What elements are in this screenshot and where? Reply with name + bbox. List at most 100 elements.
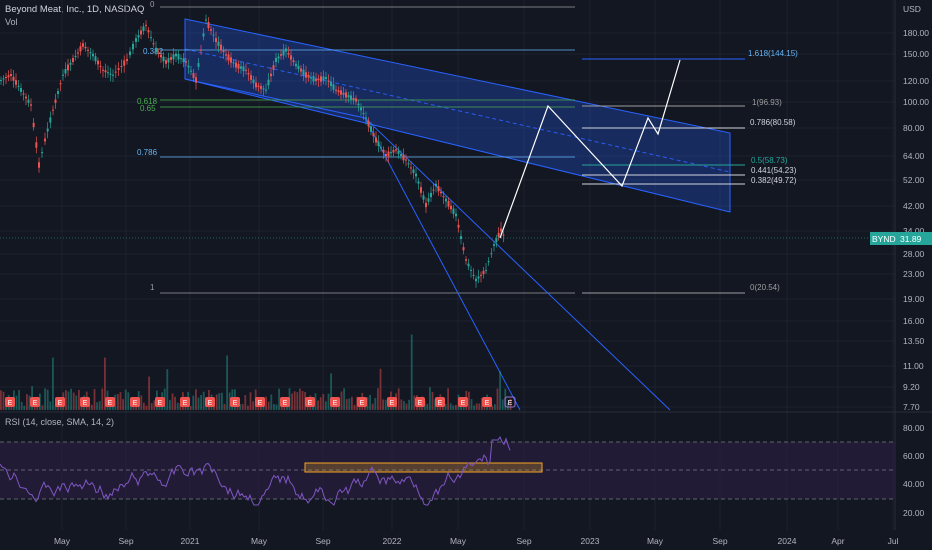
candle-body (345, 92, 347, 98)
candle-body (25, 96, 27, 99)
earnings-marker[interactable] (180, 397, 190, 407)
wedge-line-upper (364, 117, 671, 411)
earnings-marker[interactable] (330, 397, 340, 407)
candle-body (317, 78, 320, 81)
candle-body (74, 56, 77, 58)
candle-body (447, 200, 450, 207)
price-tick: 80.00 (903, 123, 925, 133)
volume-bar (101, 388, 104, 410)
candle-body (330, 81, 332, 87)
candle-body (360, 107, 362, 111)
candle-body (322, 76, 325, 81)
candle-body (227, 54, 230, 61)
earnings-marker[interactable] (230, 397, 240, 407)
earnings-marker[interactable] (482, 397, 492, 407)
candle-body (352, 97, 355, 100)
volume-bar (481, 397, 483, 410)
candle-body (302, 69, 305, 76)
volume-bar (166, 369, 169, 410)
earnings-marker[interactable] (205, 397, 215, 407)
volume-bar (143, 402, 145, 410)
volume-bar (228, 392, 231, 410)
volume-bar (223, 403, 226, 410)
candle-body (255, 82, 257, 88)
candle-body (495, 238, 498, 242)
candle-body (460, 235, 462, 240)
earnings-marker[interactable] (357, 397, 367, 407)
volume-bar (213, 404, 215, 410)
volume-bar (218, 393, 221, 410)
volume-bar (252, 401, 254, 410)
volume-bar (400, 399, 403, 410)
volume-bar (114, 394, 117, 410)
earnings-marker-label: E (158, 400, 163, 407)
rsi-tick: 20.00 (903, 508, 925, 518)
earnings-marker[interactable] (155, 397, 165, 407)
candle-body (126, 59, 128, 61)
candle-body (230, 57, 232, 63)
fib-left-label: 0.65 (140, 104, 156, 113)
volume-bar (124, 389, 127, 410)
time-tick: May (647, 536, 664, 546)
earnings-marker[interactable] (387, 397, 397, 407)
candle-body (5, 76, 7, 79)
candle-body (320, 76, 322, 82)
earnings-marker[interactable] (130, 397, 140, 407)
earnings-marker[interactable] (435, 397, 445, 407)
earnings-marker-label: E (485, 400, 490, 407)
volume-bar (127, 392, 130, 410)
earnings-marker[interactable] (305, 397, 315, 407)
candle-body (325, 77, 327, 79)
volume-bar (343, 388, 345, 410)
fib-left-label: 0.618 (137, 97, 158, 106)
candle-body (470, 269, 472, 271)
candle-body (82, 43, 84, 47)
rsi-line (0, 435, 511, 506)
candle-body (472, 274, 475, 276)
earnings-marker[interactable] (30, 397, 40, 407)
earnings-marker[interactable] (55, 397, 65, 407)
candle-body (355, 98, 357, 102)
fib-left-label: 0.382 (143, 47, 164, 56)
candle-body (17, 85, 20, 87)
price-tick: 13.50 (903, 336, 925, 346)
candle-body (400, 154, 402, 156)
earnings-marker[interactable] (255, 397, 265, 407)
earnings-marker[interactable] (415, 397, 425, 407)
candle-body (290, 55, 292, 60)
volume-bar (301, 390, 304, 410)
volume-bar (296, 392, 299, 410)
svg-text:BYND: BYND (872, 234, 896, 244)
candle-body (372, 132, 375, 137)
earnings-marker[interactable] (80, 397, 90, 407)
volume-bar (119, 392, 122, 410)
earnings-marker[interactable] (458, 397, 468, 407)
volume-bar (247, 405, 249, 410)
volume-bar (278, 388, 280, 410)
candle-body (225, 54, 227, 56)
fib-right-label: 0.786(80.58) (750, 118, 796, 127)
earnings-marker[interactable] (504, 396, 516, 408)
volume-bar (317, 400, 319, 410)
earnings-marker[interactable] (5, 397, 15, 407)
volume-bar (150, 403, 153, 410)
candle-body (44, 138, 46, 142)
earnings-marker[interactable] (105, 397, 115, 407)
regression-channel (184, 18, 731, 213)
volume-bar (215, 394, 218, 410)
candle-body (442, 196, 445, 198)
earnings-marker[interactable] (280, 397, 290, 407)
candle-body (232, 62, 235, 64)
volume-bar (413, 395, 416, 410)
candle-body (475, 278, 477, 282)
volume-bar (179, 403, 182, 410)
candle-body (99, 65, 102, 67)
volume-bar (98, 401, 101, 410)
candle-body (257, 85, 260, 87)
candle-body (412, 169, 415, 174)
candle-body (123, 60, 126, 66)
candle-body (165, 60, 167, 64)
volume-bar (366, 397, 369, 410)
candle-body (277, 56, 280, 59)
